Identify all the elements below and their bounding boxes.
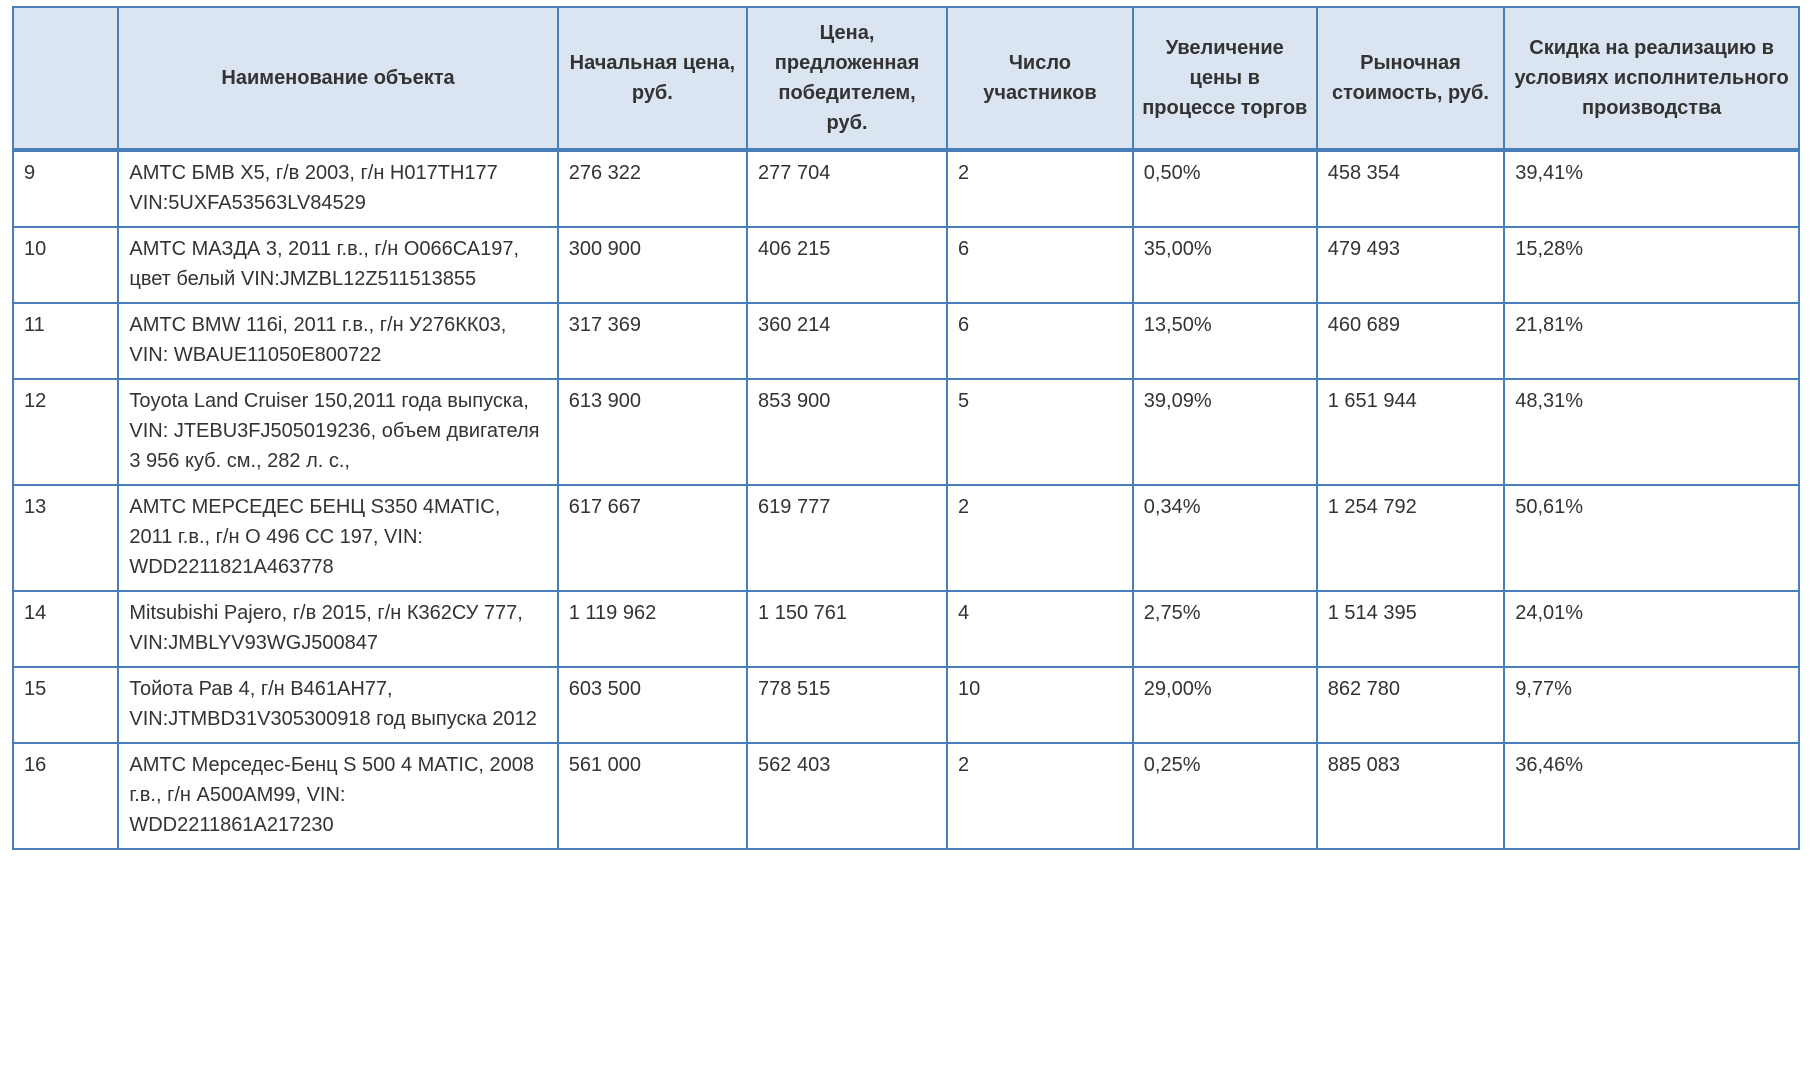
col-header-increase: Увеличение цены в процессе торгов bbox=[1133, 7, 1317, 150]
cell-index: 10 bbox=[13, 227, 118, 303]
cell-name: АМТС BMW 116i, 2011 г.в., г/н У276КК03, … bbox=[118, 303, 557, 379]
cell-market-value: 1 651 944 bbox=[1317, 379, 1505, 485]
cell-index: 13 bbox=[13, 485, 118, 591]
cell-increase: 13,50% bbox=[1133, 303, 1317, 379]
auction-results-table: Наименование объекта Начальная цена, руб… bbox=[12, 6, 1800, 850]
cell-index: 14 bbox=[13, 591, 118, 667]
cell-name: Mitsubishi Pajero, г/в 2015, г/н К362СУ … bbox=[118, 591, 557, 667]
cell-participants: 5 bbox=[947, 379, 1133, 485]
cell-increase: 0,34% bbox=[1133, 485, 1317, 591]
cell-market-value: 1 254 792 bbox=[1317, 485, 1505, 591]
cell-winner-price: 853 900 bbox=[747, 379, 947, 485]
table-row: 9 АМТС БМВ Х5, г/в 2003, г/н Н017ТН177 V… bbox=[13, 150, 1799, 227]
col-header-participants: Число участников bbox=[947, 7, 1133, 150]
cell-start-price: 603 500 bbox=[558, 667, 747, 743]
cell-start-price: 617 667 bbox=[558, 485, 747, 591]
cell-discount: 21,81% bbox=[1504, 303, 1799, 379]
col-header-market-value: Рыночная стоимость, руб. bbox=[1317, 7, 1505, 150]
cell-name: Toyota Land Cruiser 150,2011 года выпуск… bbox=[118, 379, 557, 485]
table-row: 10 АМТС МАЗДА 3, 2011 г.в., г/н О066СА19… bbox=[13, 227, 1799, 303]
col-header-index bbox=[13, 7, 118, 150]
cell-discount: 48,31% bbox=[1504, 379, 1799, 485]
cell-winner-price: 1 150 761 bbox=[747, 591, 947, 667]
cell-discount: 24,01% bbox=[1504, 591, 1799, 667]
col-header-winner-price: Цена, предложенная победителем, руб. bbox=[747, 7, 947, 150]
cell-discount: 36,46% bbox=[1504, 743, 1799, 849]
table-row: 11 АМТС BMW 116i, 2011 г.в., г/н У276КК0… bbox=[13, 303, 1799, 379]
cell-start-price: 561 000 bbox=[558, 743, 747, 849]
cell-index: 15 bbox=[13, 667, 118, 743]
cell-market-value: 479 493 bbox=[1317, 227, 1505, 303]
cell-participants: 10 bbox=[947, 667, 1133, 743]
table-row: 14 Mitsubishi Pajero, г/в 2015, г/н К362… bbox=[13, 591, 1799, 667]
col-header-start-price: Начальная цена, руб. bbox=[558, 7, 747, 150]
cell-participants: 2 bbox=[947, 150, 1133, 227]
cell-participants: 2 bbox=[947, 743, 1133, 849]
cell-start-price: 613 900 bbox=[558, 379, 747, 485]
cell-start-price: 276 322 bbox=[558, 150, 747, 227]
cell-participants: 6 bbox=[947, 227, 1133, 303]
cell-discount: 15,28% bbox=[1504, 227, 1799, 303]
cell-start-price: 300 900 bbox=[558, 227, 747, 303]
cell-market-value: 458 354 bbox=[1317, 150, 1505, 227]
cell-increase: 0,50% bbox=[1133, 150, 1317, 227]
table-header: Наименование объекта Начальная цена, руб… bbox=[13, 7, 1799, 150]
cell-index: 16 bbox=[13, 743, 118, 849]
cell-index: 11 bbox=[13, 303, 118, 379]
cell-increase: 0,25% bbox=[1133, 743, 1317, 849]
table-body: 9 АМТС БМВ Х5, г/в 2003, г/н Н017ТН177 V… bbox=[13, 150, 1799, 849]
cell-increase: 39,09% bbox=[1133, 379, 1317, 485]
cell-increase: 2,75% bbox=[1133, 591, 1317, 667]
col-header-name: Наименование объекта bbox=[118, 7, 557, 150]
cell-name: АМТС МАЗДА 3, 2011 г.в., г/н О066СА197, … bbox=[118, 227, 557, 303]
cell-name: АМТС Мерседес-Бенц S 500 4 MATIC, 2008 г… bbox=[118, 743, 557, 849]
cell-market-value: 885 083 bbox=[1317, 743, 1505, 849]
cell-participants: 2 bbox=[947, 485, 1133, 591]
cell-winner-price: 360 214 bbox=[747, 303, 947, 379]
cell-participants: 6 bbox=[947, 303, 1133, 379]
col-header-discount: Скидка на реализацию в условиях исполнит… bbox=[1504, 7, 1799, 150]
cell-name: АМТС БМВ Х5, г/в 2003, г/н Н017ТН177 VIN… bbox=[118, 150, 557, 227]
cell-winner-price: 277 704 bbox=[747, 150, 947, 227]
table-row: 15 Тойота Рав 4, г/н В461АН77, VIN:JTMBD… bbox=[13, 667, 1799, 743]
table-row: 16 АМТС Мерседес-Бенц S 500 4 MATIC, 200… bbox=[13, 743, 1799, 849]
cell-discount: 39,41% bbox=[1504, 150, 1799, 227]
cell-winner-price: 406 215 bbox=[747, 227, 947, 303]
cell-market-value: 1 514 395 bbox=[1317, 591, 1505, 667]
cell-increase: 35,00% bbox=[1133, 227, 1317, 303]
cell-discount: 9,77% bbox=[1504, 667, 1799, 743]
cell-market-value: 862 780 bbox=[1317, 667, 1505, 743]
cell-index: 9 bbox=[13, 150, 118, 227]
cell-winner-price: 619 777 bbox=[747, 485, 947, 591]
cell-market-value: 460 689 bbox=[1317, 303, 1505, 379]
cell-name: АМТС МЕРСЕДЕС БЕНЦ S350 4MATIC, 2011 г.в… bbox=[118, 485, 557, 591]
table-row: 13 АМТС МЕРСЕДЕС БЕНЦ S350 4MATIC, 2011 … bbox=[13, 485, 1799, 591]
cell-start-price: 317 369 bbox=[558, 303, 747, 379]
cell-discount: 50,61% bbox=[1504, 485, 1799, 591]
cell-name: Тойота Рав 4, г/н В461АН77, VIN:JTMBD31V… bbox=[118, 667, 557, 743]
cell-increase: 29,00% bbox=[1133, 667, 1317, 743]
cell-participants: 4 bbox=[947, 591, 1133, 667]
cell-start-price: 1 119 962 bbox=[558, 591, 747, 667]
cell-winner-price: 778 515 bbox=[747, 667, 947, 743]
cell-index: 12 bbox=[13, 379, 118, 485]
cell-winner-price: 562 403 bbox=[747, 743, 947, 849]
table-row: 12 Toyota Land Cruiser 150,2011 года вып… bbox=[13, 379, 1799, 485]
